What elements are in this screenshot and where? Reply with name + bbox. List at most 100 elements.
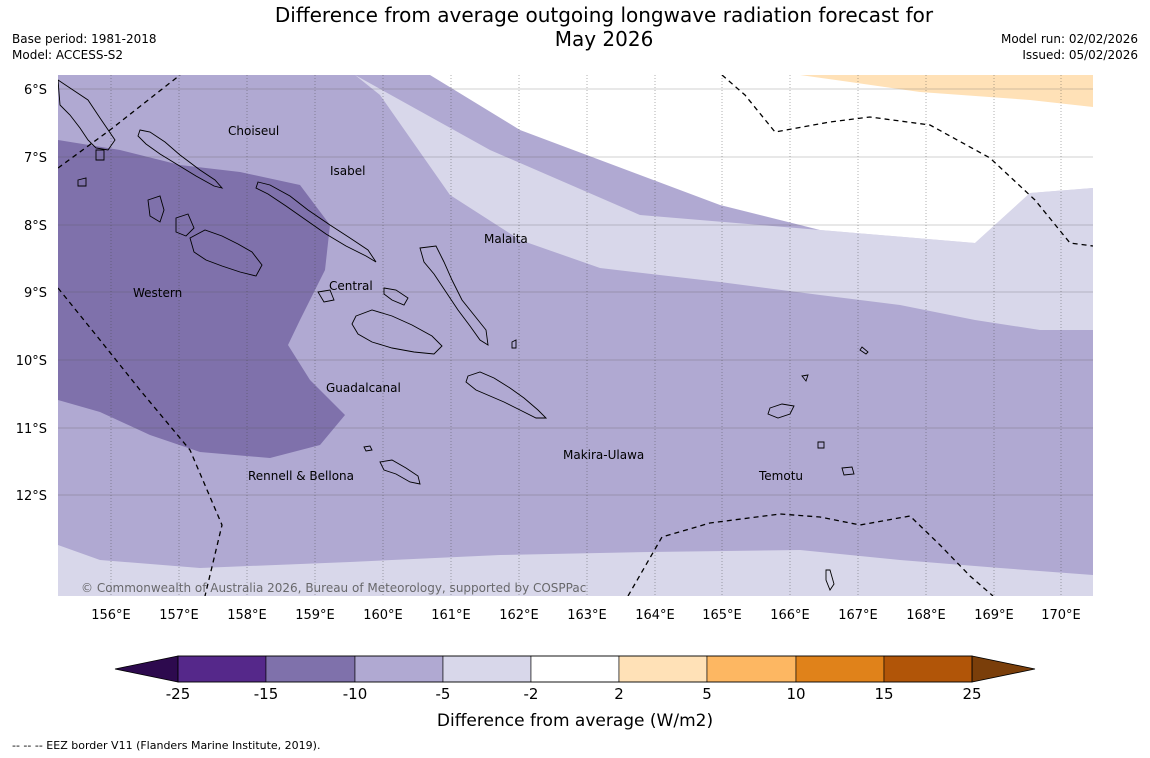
eez-border-northwest <box>58 75 181 169</box>
issued-date: Issued: 05/02/2026 <box>1022 48 1138 62</box>
colorbar-tick-2: -10 <box>343 685 368 703</box>
guadalcanal-island <box>351 309 443 355</box>
chart-title: Difference from average outgoing longwav… <box>0 3 1150 51</box>
copyright-notice: © Commonwealth of Australia 2026, Bureau… <box>81 581 586 595</box>
ulawa-island <box>511 339 517 349</box>
vella-lavella-island <box>147 195 165 223</box>
lat-label-7s: 7°S <box>24 151 47 166</box>
malaita-island <box>419 245 489 346</box>
colorbar-tick-1: -15 <box>254 685 279 703</box>
lon-label-4: 160°E <box>363 608 403 623</box>
islands <box>58 79 869 591</box>
colorbar-tick-6: 5 <box>702 685 712 703</box>
colorbar-bin-7 <box>795 655 885 683</box>
province-label-rennell-bellona: Rennell & Bellona <box>248 469 354 483</box>
russell-islands <box>317 289 335 303</box>
anomaly-band-plus2-plus5 <box>800 75 1093 107</box>
colorbar-tick-7: 10 <box>786 685 805 703</box>
title-line-2: May 2026 <box>554 27 654 51</box>
model-name: Model: ACCESS-S2 <box>12 48 124 62</box>
colorbar: -25 -15 -10 -5 -2 2 5 10 15 25 Difference from av… <box>114 655 1036 731</box>
eez-border-west <box>58 287 223 596</box>
province-label-central: Central <box>329 279 373 293</box>
colorbar-over-arrow <box>971 655 1036 683</box>
province-label-isabel: Isabel <box>330 164 365 178</box>
base-period: Base period: 1981-2018 <box>12 32 157 46</box>
lon-label-3: 159°E <box>295 608 335 623</box>
eez-border-northeast <box>721 75 1093 247</box>
lat-label-10s: 10°S <box>16 354 47 369</box>
lon-label-10: 166°E <box>770 608 810 623</box>
province-label-guadalcanal: Guadalcanal <box>326 381 401 395</box>
meta-left: Base period: 1981-2018 Model: ACCESS-S2 <box>12 31 157 63</box>
eez-legend-note: -- -- -- EEZ border V11 (Flanders Marine… <box>12 739 321 752</box>
colorbar-tick-labels: -25 -15 -10 -5 -2 2 5 10 15 25 <box>166 685 982 703</box>
nendo-island <box>767 403 795 419</box>
lon-label-7: 163°E <box>567 608 607 623</box>
province-label-malaita: Malaita <box>484 232 528 246</box>
latitude-labels: 6°S 7°S 8°S 9°S 10°S 11°S 12°S <box>16 83 47 504</box>
province-label-western: Western <box>133 286 182 300</box>
bellona-island <box>363 445 373 452</box>
colorbar-bin-3 <box>442 655 532 683</box>
nggela-islands <box>383 287 409 306</box>
lon-label-0: 156°E <box>91 608 131 623</box>
province-label-choiseul: Choiseul <box>228 124 279 138</box>
province-label-temotu: Temotu <box>758 469 803 483</box>
colorbar-bin-2 <box>354 655 444 683</box>
province-label-makira-ulawa: Makira-Ulawa <box>563 448 644 462</box>
lon-label-13: 169°E <box>974 608 1014 623</box>
isabel-island <box>255 181 377 263</box>
lon-label-2: 158°E <box>227 608 267 623</box>
colorbar-tick-9: 25 <box>962 685 981 703</box>
lat-label-9s: 9°S <box>24 286 47 301</box>
anomaly-band-minus15-minus10 <box>58 140 345 458</box>
eez-border-south <box>627 513 994 596</box>
map-area: Choiseul Isabel Malaita Western Central … <box>58 75 1093 596</box>
fauro-island <box>95 149 105 161</box>
colorbar-title: Difference from average (W/m2) <box>437 711 713 731</box>
reef-islands <box>801 374 809 382</box>
vanikoro-island <box>817 441 825 449</box>
choiseul-island <box>137 129 224 189</box>
lat-label-11s: 11°S <box>16 422 47 437</box>
eez-borders <box>58 75 1093 596</box>
lat-label-6s: 6°S <box>24 83 47 98</box>
lon-label-14: 170°E <box>1041 608 1081 623</box>
anomaly-band-minus2-plus2 <box>430 75 1093 243</box>
southern-islet <box>825 569 835 591</box>
anomaly-band-minus5-minus2-north <box>355 75 1093 330</box>
colorbar-bin-1 <box>265 655 356 683</box>
colorbar-bin-5 <box>618 655 708 683</box>
makira-island <box>465 371 548 419</box>
duff-islands <box>859 346 869 355</box>
bougainville-island <box>58 79 116 151</box>
colorbar-tick-8: 15 <box>874 685 893 703</box>
colorbar-bin-6 <box>706 655 797 683</box>
title-line-1: Difference from average outgoing longwav… <box>274 3 934 27</box>
colorbar-tick-4: -2 <box>524 685 539 703</box>
lon-label-5: 161°E <box>431 608 471 623</box>
lon-label-1: 157°E <box>159 608 199 623</box>
lon-label-8: 164°E <box>635 608 675 623</box>
new-georgia-island <box>189 229 263 277</box>
lon-label-9: 165°E <box>702 608 742 623</box>
colorbar-tick-5: 2 <box>614 685 624 703</box>
colorbar-tick-0: -25 <box>166 685 191 703</box>
shortland-islands <box>77 177 87 187</box>
meta-right: Model run: 02/02/2026 Issued: 05/02/2026 <box>1001 31 1138 63</box>
colorbar-bin-0 <box>177 655 267 683</box>
lat-label-12s: 12°S <box>16 489 47 504</box>
lon-label-6: 162°E <box>499 608 539 623</box>
province-labels: Choiseul Isabel Malaita Western Central … <box>133 124 803 483</box>
kolombangara-island <box>175 213 195 237</box>
lat-label-8s: 8°S <box>24 219 47 234</box>
colorbar-tick-3: -5 <box>436 685 451 703</box>
colorbar-bin-4 <box>530 655 620 683</box>
utupua-island <box>841 466 855 476</box>
lon-label-11: 167°E <box>838 608 878 623</box>
latitude-gridlines <box>58 88 1093 496</box>
colorbar-under-arrow <box>114 655 179 683</box>
model-run: Model run: 02/02/2026 <box>1000 32 1138 46</box>
